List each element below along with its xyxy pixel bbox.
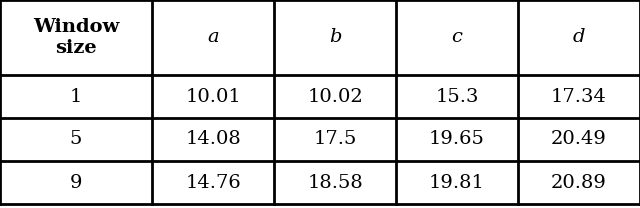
Text: 14.08: 14.08 <box>185 130 241 149</box>
Text: 15.3: 15.3 <box>435 88 479 105</box>
Text: 18.58: 18.58 <box>307 173 363 192</box>
Text: d: d <box>573 28 585 47</box>
Text: b: b <box>329 28 341 47</box>
Text: 10.02: 10.02 <box>307 88 363 105</box>
Text: a: a <box>207 28 219 47</box>
Text: 17.5: 17.5 <box>314 130 356 149</box>
Text: 19.65: 19.65 <box>429 130 485 149</box>
Text: 14.76: 14.76 <box>185 173 241 192</box>
Text: 17.34: 17.34 <box>551 88 607 105</box>
Text: 10.01: 10.01 <box>185 88 241 105</box>
Text: Window
size: Window size <box>33 18 119 57</box>
Text: 20.49: 20.49 <box>551 130 607 149</box>
Text: 1: 1 <box>70 88 82 105</box>
Text: 9: 9 <box>70 173 83 192</box>
Text: c: c <box>452 28 463 47</box>
Text: 5: 5 <box>70 130 82 149</box>
Text: 20.89: 20.89 <box>551 173 607 192</box>
Text: 19.81: 19.81 <box>429 173 485 192</box>
